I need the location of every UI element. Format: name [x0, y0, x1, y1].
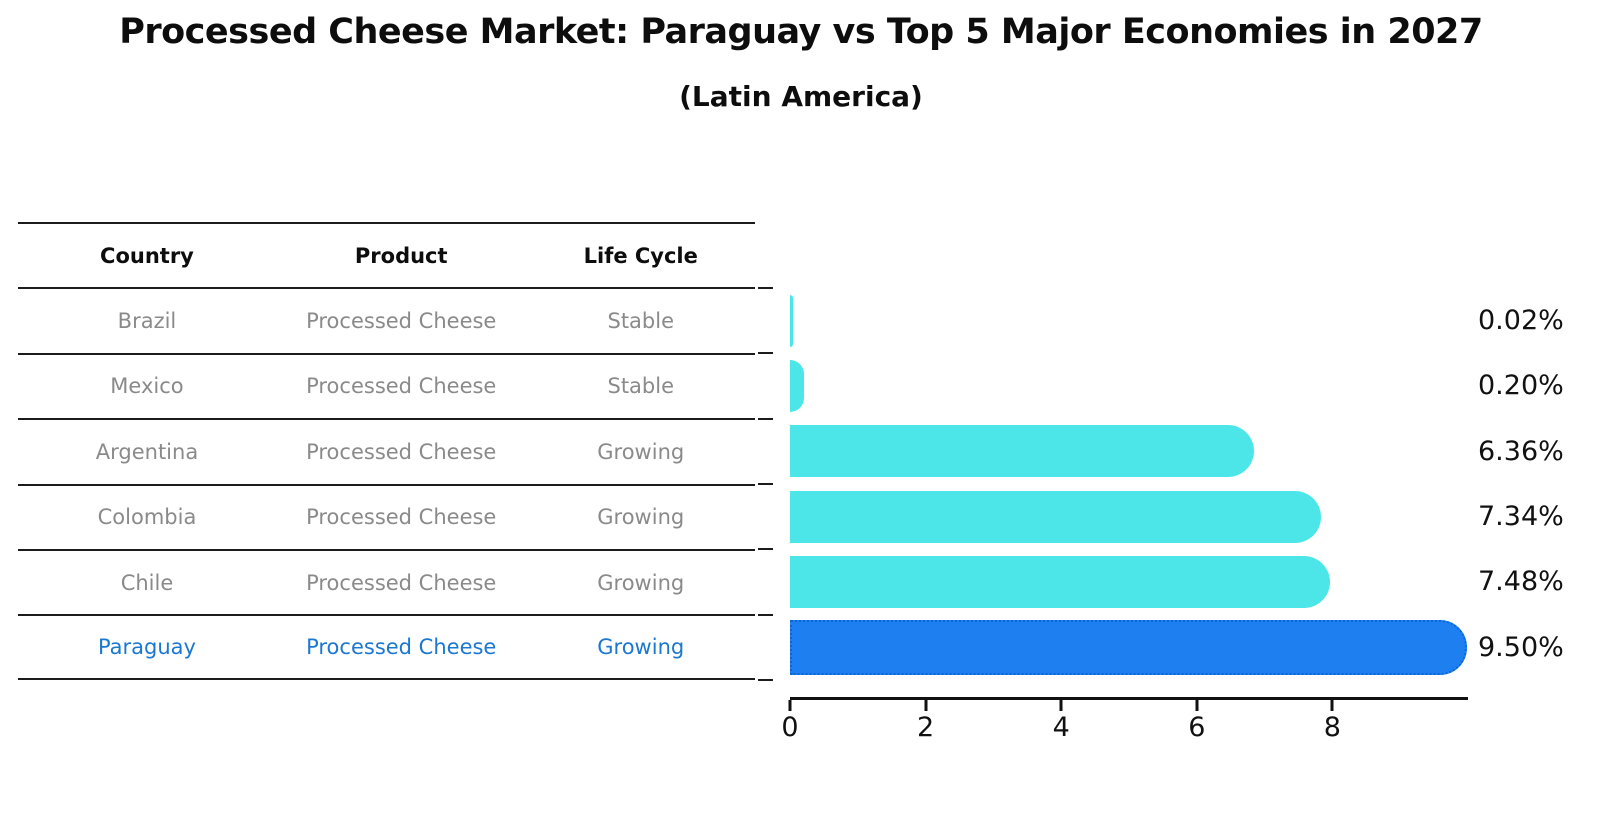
column-header-country: Country	[100, 243, 194, 268]
bar-row-chile	[790, 549, 1468, 614]
value-label-chile: 7.48%	[1478, 566, 1564, 598]
country-cell: Argentina	[95, 439, 199, 464]
product-cell: Processed Cheese	[306, 570, 497, 595]
country-cell: Paraguay	[97, 635, 196, 660]
x-tick-label: 6	[1188, 712, 1206, 743]
y-axis-tick	[758, 613, 773, 616]
value-label-paraguay: 9.50%	[1478, 631, 1564, 663]
bar-plot-area: 0 2 4 6 8	[758, 287, 1468, 743]
bar-argentina	[790, 425, 1255, 478]
product-cell: Processed Cheese	[306, 439, 497, 464]
table-row-chile: Chile Processed Cheese Growing	[18, 548, 755, 614]
value-label-argentina: 6.36%	[1478, 435, 1564, 467]
table-row-argentina: Argentina Processed Cheese Growing	[18, 418, 755, 483]
x-axis-tick	[788, 700, 792, 711]
chart-subtitle: (Latin America)	[679, 80, 923, 113]
column-header-product: Product	[354, 243, 448, 268]
life-cycle-cell: Stable	[607, 374, 675, 399]
country-cell: Colombia	[97, 505, 197, 530]
y-axis-tick	[758, 287, 773, 289]
y-axis-tick	[758, 679, 773, 681]
x-axis-tick	[924, 700, 928, 711]
bar-colombia	[790, 490, 1321, 543]
x-axis-tick	[1330, 700, 1334, 711]
y-axis-tick	[758, 417, 773, 420]
value-label-column: 0.02% 0.20% 6.36% 7.34% 7.48% 9.50%	[1478, 288, 1602, 680]
table-row-colombia: Colombia Processed Cheese Growing	[18, 483, 755, 549]
life-cycle-cell: Growing	[597, 635, 685, 660]
country-cell: Brazil	[117, 309, 177, 334]
country-cell: Chile	[120, 570, 174, 595]
chart-title: Processed Cheese Market: Paraguay vs Top…	[119, 12, 1483, 52]
table-header-row: Country Product Life Cycle	[18, 222, 755, 287]
column-header-life-cycle: Life Cycle	[583, 243, 698, 268]
life-cycle-cell: Growing	[597, 505, 685, 530]
bar-brazil	[790, 294, 793, 347]
y-axis-tick	[758, 352, 773, 355]
bar-chile	[790, 555, 1331, 608]
bar-row-paraguay	[790, 615, 1468, 680]
x-tick-label: 2	[917, 712, 935, 743]
value-label-colombia: 7.34%	[1478, 501, 1564, 533]
product-cell: Processed Cheese	[306, 374, 497, 399]
country-cell: Mexico	[110, 374, 184, 399]
x-axis-tick	[1059, 700, 1063, 711]
value-label-mexico: 0.20%	[1478, 370, 1564, 402]
x-tick-label: 0	[781, 712, 799, 743]
value-label-brazil: 0.02%	[1478, 305, 1564, 337]
table-row-paraguay-highlighted: Paraguay Processed Cheese Growing	[18, 614, 755, 680]
bar-row-mexico	[790, 353, 1468, 418]
life-cycle-cell: Growing	[597, 570, 685, 595]
x-axis-line	[790, 697, 1468, 700]
bar-mexico	[790, 359, 804, 412]
product-cell: Processed Cheese	[306, 505, 497, 530]
market-table: Country Product Life Cycle Brazil Proces…	[18, 222, 755, 680]
bar-row-colombia	[790, 484, 1468, 549]
y-axis-tick	[758, 548, 773, 551]
life-cycle-cell: Growing	[597, 439, 685, 464]
bar-row-brazil	[790, 288, 1468, 353]
product-cell: Processed Cheese	[306, 635, 497, 660]
life-cycle-cell: Stable	[607, 309, 675, 334]
bar-paraguay-highlighted	[790, 619, 1468, 675]
y-axis-tick	[758, 483, 773, 485]
product-cell: Processed Cheese	[306, 309, 497, 334]
table-row-mexico: Mexico Processed Cheese Stable	[18, 352, 755, 418]
table-row-brazil: Brazil Processed Cheese Stable	[18, 287, 755, 352]
bar-row-argentina	[790, 419, 1468, 484]
x-axis-tick	[1195, 700, 1199, 711]
x-tick-label: 8	[1323, 712, 1341, 743]
x-tick-label: 4	[1052, 712, 1070, 743]
